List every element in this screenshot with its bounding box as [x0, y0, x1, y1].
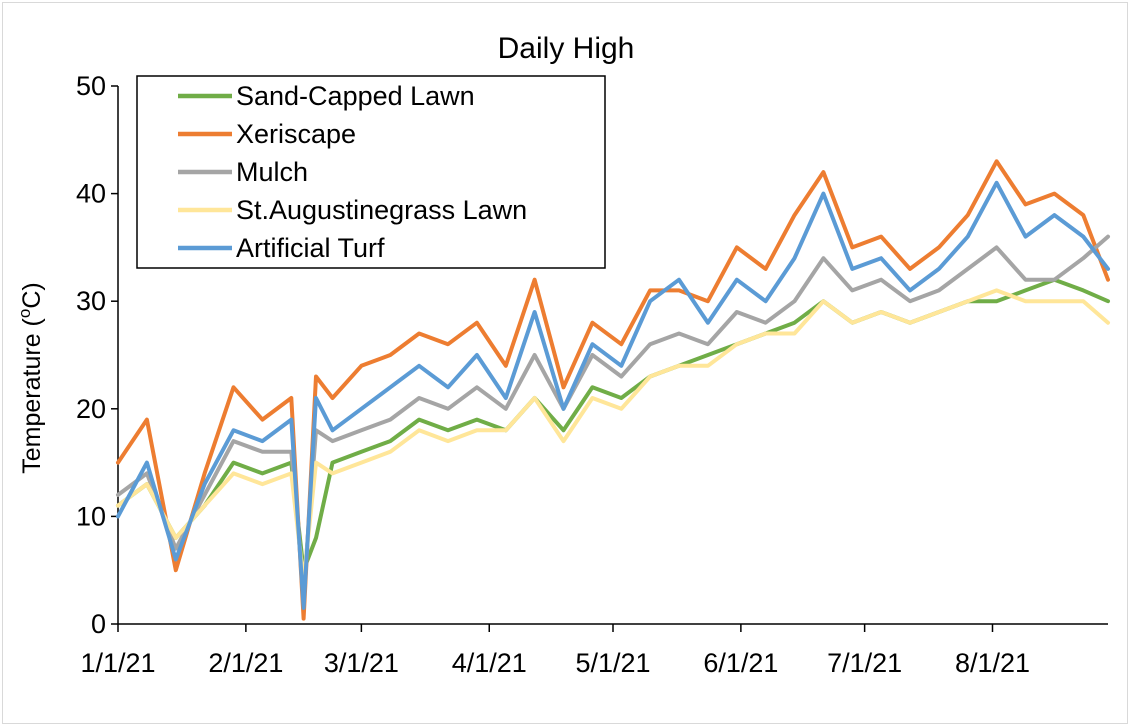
y-axis-label-main: Temperature (	[18, 317, 46, 473]
x-tick-label: 5/1/21	[575, 648, 650, 678]
legend-label: Xeriscape	[236, 119, 356, 149]
series-layer	[116, 159, 1110, 621]
series-line-0	[116, 277, 1110, 573]
y-tick-label: 50	[76, 71, 106, 101]
chart-title: Daily High	[498, 32, 635, 65]
y-axis-label-superscript: o	[15, 309, 34, 318]
legend-label: St.Augustinegrass Lawn	[236, 195, 527, 225]
x-tick-label: 6/1/21	[703, 648, 778, 678]
x-tick-label: 7/1/21	[827, 648, 902, 678]
series-line-3	[116, 288, 1110, 583]
x-tick-label: 3/1/21	[324, 648, 399, 678]
legend: Sand-Capped Lawn Xeriscape Mulch St.Augusti…	[136, 75, 606, 269]
series-line-1	[116, 159, 1110, 621]
y-tick-label: 20	[76, 394, 106, 424]
axes: 0 10 20 30 40 50 1/1/21 2/1/21 3/1/21 4/1/21 5/1/2…	[76, 71, 1108, 678]
y-tick-label: 30	[76, 286, 106, 316]
series-line-4	[116, 180, 1110, 610]
legend-label: Mulch	[236, 157, 308, 187]
x-tick-label: 1/1/21	[80, 648, 155, 678]
legend-label: Sand-Capped Lawn	[236, 81, 475, 111]
x-tick-label: 8/1/21	[955, 648, 1030, 678]
y-tick-label: 0	[91, 609, 106, 639]
x-tick-label: 4/1/21	[452, 648, 527, 678]
y-axis-label: Temperature (oC)	[15, 282, 46, 473]
y-tick-label: 40	[76, 179, 106, 209]
legend-label: Artificial Turf	[236, 233, 385, 263]
y-tick-label: 10	[76, 501, 106, 531]
series-line-2	[116, 234, 1110, 594]
x-tick-label: 2/1/21	[208, 648, 283, 678]
y-axis-label-unit: C)	[18, 282, 46, 308]
